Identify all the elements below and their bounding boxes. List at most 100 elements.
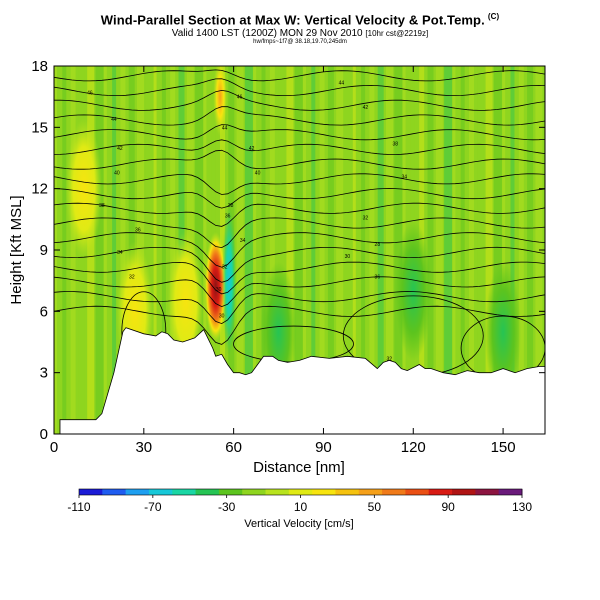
field-streak [493, 66, 502, 434]
contour-label: 42 [117, 146, 123, 152]
subtitle-small: [10hr cst@2219z] [365, 29, 429, 39]
theta-contour [54, 261, 545, 295]
field-streak [145, 66, 154, 434]
velocity-feature [213, 66, 228, 137]
field-streak [485, 66, 493, 434]
y-tick-label: 12 [31, 181, 48, 198]
contour-label: 42 [249, 146, 255, 152]
x-axis-label: Distance [nm] [253, 459, 345, 476]
theta-contour [54, 139, 545, 155]
field-streak [278, 66, 285, 434]
field-streak [386, 66, 393, 434]
field-streak [435, 66, 443, 434]
chart-title: Wind-Parallel Section at Max W: Vertical… [100, 12, 500, 28]
colorbar: -110 -70 -30 10 50 90 130 [67, 488, 532, 514]
theta-contour [54, 149, 545, 170]
y-tick-label: 15 [31, 119, 48, 136]
velocity-feature [395, 220, 432, 361]
contour-label: 46 [87, 91, 93, 97]
theta-contour [54, 246, 545, 283]
field-streak [112, 66, 117, 434]
field-streak [153, 66, 157, 434]
contour-label: 30 [219, 313, 225, 319]
colorbar-tick-label: 10 [294, 500, 308, 514]
field-streak [103, 66, 107, 434]
colorbar-swatch [125, 489, 150, 495]
field-streak [195, 66, 204, 434]
colorbar-swatch [172, 489, 197, 495]
theta-contour [54, 69, 545, 82]
theta-contour [54, 276, 545, 308]
field-streak [344, 66, 353, 434]
theta-contour [54, 232, 545, 268]
colorbar-tick-label: 130 [512, 500, 532, 514]
contour-label: 46 [237, 95, 243, 101]
field-streak [244, 66, 253, 434]
field-streak [269, 66, 275, 434]
colorbar-swatch [265, 489, 290, 495]
field-streak [319, 66, 325, 434]
theta-contour [54, 124, 545, 141]
contour-label: 30 [345, 254, 351, 260]
field-streak [120, 66, 126, 434]
theta-contour [54, 78, 545, 96]
contour-label: 34 [402, 174, 408, 180]
colorbar-tick-label: -70 [144, 500, 162, 514]
field-streak [303, 66, 306, 434]
field-streak [161, 66, 166, 434]
colorbar-swatch [452, 489, 476, 495]
theta-contour [54, 188, 545, 209]
terrain-profile [54, 327, 545, 434]
title-mark: (C) [487, 12, 500, 21]
chart-header: Wind-Parallel Section at Max W: Vertical… [0, 12, 600, 46]
field-streak [502, 66, 506, 434]
x-tick-label: 150 [491, 439, 516, 456]
contour-label: 30 [216, 287, 222, 293]
field-streak [336, 66, 344, 434]
contour-label: 28 [375, 242, 381, 248]
field-streak [452, 66, 456, 434]
field-streak [311, 66, 316, 434]
field-streak [369, 66, 375, 434]
contour-label: 32 [363, 215, 369, 221]
field-streak [527, 66, 534, 434]
colorbar-label: Vertical Velocity [cm/s] [244, 518, 353, 530]
contour-label: 36 [225, 213, 231, 219]
field-streak [203, 66, 207, 434]
field-streak [427, 66, 434, 434]
theta-contour [54, 202, 545, 227]
theta-contour [54, 173, 545, 195]
colorbar-swatch [312, 489, 336, 495]
colorbar-swatch [218, 489, 243, 495]
contour-label: 40 [255, 170, 261, 176]
colorbar-tick-label: 50 [368, 500, 382, 514]
field-streak [361, 66, 366, 434]
field-streak [394, 66, 403, 434]
field-streak [510, 66, 515, 434]
x-axis: 0 30 60 90 120 150 [50, 66, 516, 456]
colorbar-swatch [405, 489, 430, 495]
field-streak [535, 66, 543, 434]
contour-label: 36 [135, 228, 141, 234]
contour-label: 32 [222, 264, 228, 270]
x-tick-label: 60 [225, 439, 242, 456]
x-tick-label: 120 [401, 439, 426, 456]
field-streak [62, 66, 67, 434]
colorbar-swatch [335, 489, 360, 495]
colorbar-tick-label: 90 [441, 500, 455, 514]
contour-label: 32 [387, 356, 393, 362]
theta-contour [54, 305, 545, 345]
contour-label: 40 [114, 170, 120, 176]
field-streak [95, 66, 104, 434]
colorbar-swatch [358, 489, 383, 495]
contour-label: 44 [222, 125, 228, 131]
field-streak [170, 66, 176, 434]
x-tick-label: 0 [50, 439, 58, 456]
theta-contour [54, 106, 545, 126]
colorbar-tick-label: -110 [67, 500, 90, 514]
field-streak [253, 66, 257, 434]
field-streak [377, 66, 384, 434]
field-streak [444, 66, 453, 434]
contour-label: 44 [339, 80, 345, 86]
